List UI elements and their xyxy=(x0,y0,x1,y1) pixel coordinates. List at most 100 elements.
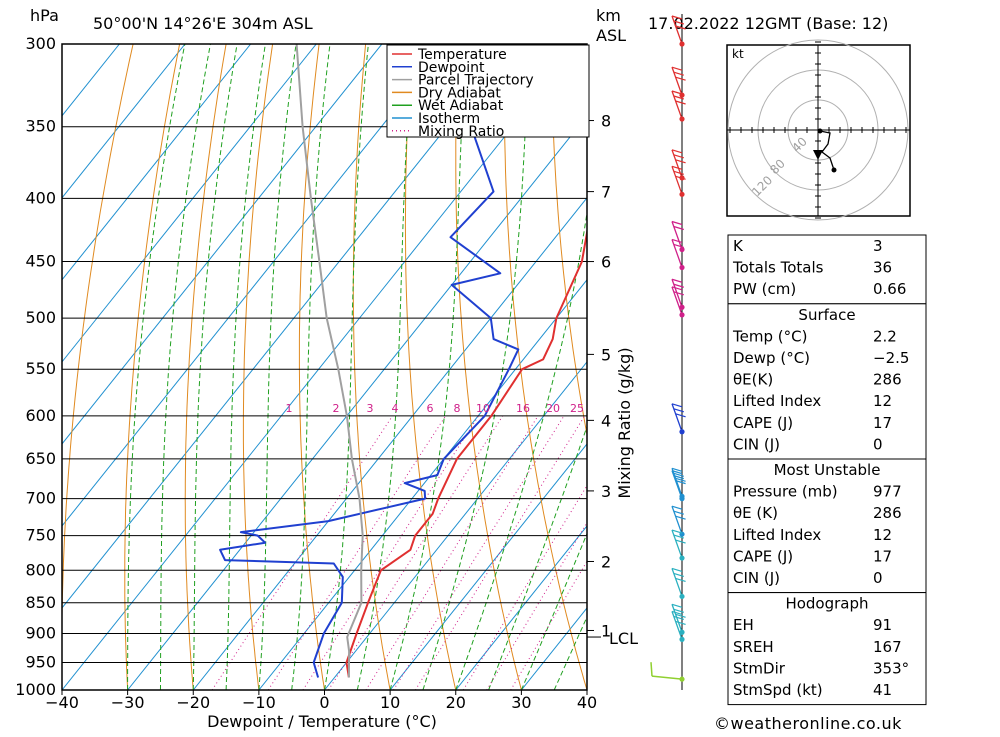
table-row-label: θE (K) xyxy=(733,504,778,522)
location-title: 50°00'N 14°26'E 304m ASL xyxy=(93,14,313,33)
mixing-ratio-label: 1 xyxy=(286,402,293,415)
wet-adiabat-line xyxy=(520,532,587,690)
wind-barb xyxy=(671,603,686,635)
wind-barb xyxy=(671,15,686,47)
table-row-value: 12 xyxy=(873,526,892,544)
mixing-ratio-label: 2 xyxy=(333,402,340,415)
table-section-title: Hodograph xyxy=(785,595,868,613)
table-row-value: 286 xyxy=(873,504,902,522)
y-axis-title-mixing: Mixing Ratio (g/kg) xyxy=(615,347,634,498)
table-row-label: Lifted Index xyxy=(733,526,821,544)
pressure-tick-label: 1000 xyxy=(15,680,56,699)
legend-entry: Dry Adiabat xyxy=(418,85,501,101)
height-tick-label: 1 xyxy=(601,621,611,640)
wind-barb xyxy=(671,529,686,561)
table-row-label: PW (cm) xyxy=(733,280,796,298)
wind-barb xyxy=(671,403,686,435)
table-row-value: 12 xyxy=(873,392,892,410)
wind-barb xyxy=(671,610,686,642)
table-row-label: Pressure (mb) xyxy=(733,483,838,501)
unit-asl: ASL xyxy=(596,26,626,45)
height-tick-label: 3 xyxy=(601,482,611,501)
axis-labels: 3003504004505005506006507007508008509009… xyxy=(15,34,638,712)
wind-barb xyxy=(671,238,685,271)
isotherm-line xyxy=(62,44,317,363)
wind-barb xyxy=(671,90,686,122)
temperature-tick-label: −30 xyxy=(111,693,145,712)
mixing-ratio-label: 3 xyxy=(367,402,374,415)
pressure-tick-label: 600 xyxy=(25,406,56,425)
height-tick-label: 6 xyxy=(601,253,611,272)
temperature-tick-label: −40 xyxy=(45,693,79,712)
table-row-label: CIN (J) xyxy=(733,435,780,453)
pressure-tick-label: 750 xyxy=(25,526,56,545)
isotherm-line xyxy=(62,44,514,609)
isotherm-line xyxy=(324,361,587,690)
table-section-title: Most Unstable xyxy=(774,461,881,479)
wind-barb xyxy=(671,567,686,600)
unit-km: km xyxy=(596,6,621,25)
mixing-ratio-label: 8 xyxy=(454,402,461,415)
unit-hpa: hPa xyxy=(30,6,59,25)
pressure-tick-label: 650 xyxy=(25,449,56,468)
isotherm-line xyxy=(192,197,587,690)
pressure-tick-label: 300 xyxy=(25,34,56,53)
temperature-tick-label: −10 xyxy=(242,693,276,712)
height-tick-label: 5 xyxy=(601,345,611,364)
lcl-label: LCL xyxy=(609,629,638,648)
profile-series xyxy=(219,44,587,678)
dry-adiabat-line xyxy=(551,44,587,438)
wind-barb xyxy=(671,505,686,537)
isotherm-line xyxy=(389,443,587,690)
x-axis-title: Dewpoint / Temperature (°C) xyxy=(207,712,437,731)
table-row-value: −2.5 xyxy=(873,349,909,367)
table-row-label: Dewp (°C) xyxy=(733,349,810,367)
pressure-tick-label: 400 xyxy=(25,188,56,207)
table-row-label: StmSpd (kt) xyxy=(733,681,823,699)
temperature-tick-label: 10 xyxy=(380,693,400,712)
datetime-title: 17.02.2022 12GMT (Base: 12) xyxy=(648,14,888,33)
temperature-tick-label: −20 xyxy=(176,693,210,712)
height-tick-label: 4 xyxy=(601,411,611,430)
temperature-tick-label: 0 xyxy=(319,693,329,712)
legend-entry: Dewpoint xyxy=(418,60,485,76)
isotherm-line xyxy=(62,44,186,199)
wind-barb xyxy=(671,286,685,318)
table-row-value: 2.2 xyxy=(873,327,897,345)
table-row-value: 0 xyxy=(873,435,883,453)
table-row-value: 91 xyxy=(873,616,892,634)
series-parcel-trajectory xyxy=(295,44,364,678)
table-row-label: EH xyxy=(733,616,754,634)
table-row-label: StmDir xyxy=(733,659,786,677)
mixing-ratio-line xyxy=(365,415,539,690)
table-row-label: CAPE (J) xyxy=(733,414,793,432)
pressure-tick-label: 900 xyxy=(25,623,56,642)
pressure-tick-label: 700 xyxy=(25,489,56,508)
table-row-label: Temp (°C) xyxy=(732,327,807,345)
wet-adiabat-line xyxy=(422,44,530,690)
table-row-label: SREH xyxy=(733,638,774,656)
legend-entry: Temperature xyxy=(417,47,507,63)
pressure-tick-label: 850 xyxy=(25,593,56,612)
table-row-value: 353° xyxy=(873,659,909,677)
storm-motion-icon xyxy=(813,150,823,160)
table-row-value: 977 xyxy=(873,483,902,501)
table-section-title: Surface xyxy=(798,306,855,324)
wet-adiabat-line xyxy=(258,44,297,690)
table-row-label: Lifted Index xyxy=(733,392,821,410)
table-row-value: 17 xyxy=(873,414,892,432)
legend-entry: Mixing Ratio xyxy=(418,124,504,140)
table-row-value: 17 xyxy=(873,547,892,565)
pressure-tick-label: 800 xyxy=(25,560,56,579)
series-dewpoint xyxy=(219,44,587,678)
table-row-label: θE(K) xyxy=(733,371,773,389)
pressure-tick-label: 350 xyxy=(25,117,56,136)
temperature-tick-label: 20 xyxy=(446,693,466,712)
wind-barb xyxy=(671,220,685,253)
wind-barb xyxy=(650,662,685,682)
isotherm-line xyxy=(62,44,580,690)
pressure-tick-label: 500 xyxy=(25,308,56,327)
isotherm-line xyxy=(258,279,587,690)
